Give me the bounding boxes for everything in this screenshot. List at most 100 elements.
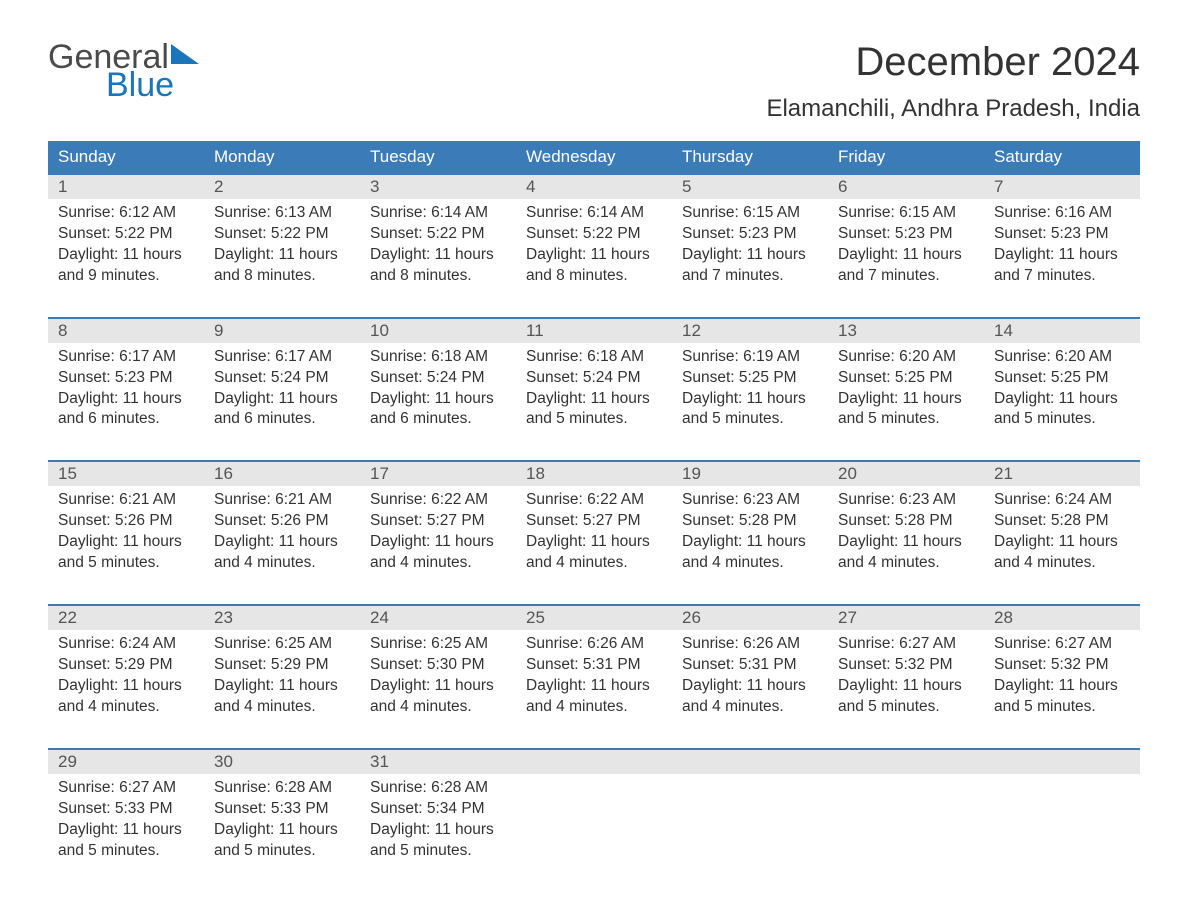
header: General Blue December 2024 Elamanchili, … [48, 40, 1140, 123]
day-cell: Sunrise: 6:22 AMSunset: 5:27 PMDaylight:… [516, 486, 672, 580]
d1-text: Daylight: 11 hours [214, 389, 350, 410]
d2-text: and 5 minutes. [526, 409, 662, 430]
d2-text: and 5 minutes. [214, 841, 350, 862]
day-number: 17 [360, 462, 516, 486]
d2-text: and 8 minutes. [214, 266, 350, 287]
sunset-text: Sunset: 5:24 PM [214, 368, 350, 389]
day-number: 11 [516, 319, 672, 343]
sunset-text: Sunset: 5:22 PM [58, 224, 194, 245]
day-cell: Sunrise: 6:21 AMSunset: 5:26 PMDaylight:… [48, 486, 204, 580]
d1-text: Daylight: 11 hours [994, 676, 1130, 697]
day-number: 21 [984, 462, 1140, 486]
sunset-text: Sunset: 5:23 PM [994, 224, 1130, 245]
day-cell: Sunrise: 6:20 AMSunset: 5:25 PMDaylight:… [984, 343, 1140, 437]
sunset-text: Sunset: 5:25 PM [838, 368, 974, 389]
d1-text: Daylight: 11 hours [682, 532, 818, 553]
sunset-text: Sunset: 5:23 PM [58, 368, 194, 389]
weekday-label: Tuesday [360, 141, 516, 173]
day-cell: Sunrise: 6:15 AMSunset: 5:23 PMDaylight:… [828, 199, 984, 293]
sunset-text: Sunset: 5:30 PM [370, 655, 506, 676]
d1-text: Daylight: 11 hours [526, 532, 662, 553]
day-cell: Sunrise: 6:25 AMSunset: 5:29 PMDaylight:… [204, 630, 360, 724]
calendar-week: 891011121314Sunrise: 6:17 AMSunset: 5:23… [48, 317, 1140, 437]
d1-text: Daylight: 11 hours [526, 676, 662, 697]
sunrise-text: Sunrise: 6:27 AM [994, 634, 1130, 655]
sunrise-text: Sunrise: 6:27 AM [58, 778, 194, 799]
d2-text: and 5 minutes. [370, 841, 506, 862]
sunset-text: Sunset: 5:23 PM [838, 224, 974, 245]
day-cell [672, 774, 828, 868]
brand-logo: General Blue [48, 40, 199, 102]
day-number [828, 750, 984, 774]
d1-text: Daylight: 11 hours [58, 532, 194, 553]
day-cell: Sunrise: 6:28 AMSunset: 5:34 PMDaylight:… [360, 774, 516, 868]
d1-text: Daylight: 11 hours [58, 676, 194, 697]
sunset-text: Sunset: 5:25 PM [994, 368, 1130, 389]
d2-text: and 4 minutes. [994, 553, 1130, 574]
d2-text: and 5 minutes. [58, 553, 194, 574]
day-cell: Sunrise: 6:17 AMSunset: 5:23 PMDaylight:… [48, 343, 204, 437]
day-cell: Sunrise: 6:18 AMSunset: 5:24 PMDaylight:… [516, 343, 672, 437]
sunrise-text: Sunrise: 6:21 AM [214, 490, 350, 511]
day-number: 3 [360, 175, 516, 199]
day-cell [828, 774, 984, 868]
d2-text: and 4 minutes. [214, 553, 350, 574]
day-cell: Sunrise: 6:24 AMSunset: 5:29 PMDaylight:… [48, 630, 204, 724]
d2-text: and 4 minutes. [526, 553, 662, 574]
weekday-label: Monday [204, 141, 360, 173]
d1-text: Daylight: 11 hours [682, 676, 818, 697]
day-cell: Sunrise: 6:12 AMSunset: 5:22 PMDaylight:… [48, 199, 204, 293]
day-number: 31 [360, 750, 516, 774]
sunrise-text: Sunrise: 6:15 AM [682, 203, 818, 224]
d1-text: Daylight: 11 hours [526, 389, 662, 410]
d2-text: and 8 minutes. [370, 266, 506, 287]
sunrise-text: Sunrise: 6:28 AM [370, 778, 506, 799]
day-number [672, 750, 828, 774]
d1-text: Daylight: 11 hours [838, 389, 974, 410]
day-number: 13 [828, 319, 984, 343]
calendar-week: 293031Sunrise: 6:27 AMSunset: 5:33 PMDay… [48, 748, 1140, 868]
sunset-text: Sunset: 5:33 PM [58, 799, 194, 820]
weekday-label: Saturday [984, 141, 1140, 173]
d1-text: Daylight: 11 hours [370, 820, 506, 841]
sunset-text: Sunset: 5:29 PM [214, 655, 350, 676]
d1-text: Daylight: 11 hours [370, 389, 506, 410]
sunset-text: Sunset: 5:22 PM [370, 224, 506, 245]
logo-word2: Blue [106, 68, 199, 102]
day-number: 20 [828, 462, 984, 486]
d1-text: Daylight: 11 hours [370, 532, 506, 553]
weekday-label: Friday [828, 141, 984, 173]
sunrise-text: Sunrise: 6:28 AM [214, 778, 350, 799]
d2-text: and 4 minutes. [682, 697, 818, 718]
day-number-row: 891011121314 [48, 319, 1140, 343]
day-number: 19 [672, 462, 828, 486]
d2-text: and 4 minutes. [682, 553, 818, 574]
day-number: 2 [204, 175, 360, 199]
day-number [516, 750, 672, 774]
d1-text: Daylight: 11 hours [58, 820, 194, 841]
d2-text: and 9 minutes. [58, 266, 194, 287]
d2-text: and 7 minutes. [994, 266, 1130, 287]
day-cell: Sunrise: 6:27 AMSunset: 5:32 PMDaylight:… [828, 630, 984, 724]
calendar-week: 22232425262728Sunrise: 6:24 AMSunset: 5:… [48, 604, 1140, 724]
d1-text: Daylight: 11 hours [214, 676, 350, 697]
d2-text: and 8 minutes. [526, 266, 662, 287]
sunrise-text: Sunrise: 6:17 AM [214, 347, 350, 368]
d2-text: and 4 minutes. [214, 697, 350, 718]
day-number: 22 [48, 606, 204, 630]
calendar-week: 1234567Sunrise: 6:12 AMSunset: 5:22 PMDa… [48, 173, 1140, 293]
d1-text: Daylight: 11 hours [58, 389, 194, 410]
d2-text: and 5 minutes. [58, 841, 194, 862]
d2-text: and 4 minutes. [370, 697, 506, 718]
day-cell: Sunrise: 6:14 AMSunset: 5:22 PMDaylight:… [516, 199, 672, 293]
sunrise-text: Sunrise: 6:25 AM [370, 634, 506, 655]
sunrise-text: Sunrise: 6:16 AM [994, 203, 1130, 224]
sunset-text: Sunset: 5:28 PM [994, 511, 1130, 532]
d2-text: and 5 minutes. [838, 409, 974, 430]
sunset-text: Sunset: 5:25 PM [682, 368, 818, 389]
day-number: 12 [672, 319, 828, 343]
sunrise-text: Sunrise: 6:14 AM [370, 203, 506, 224]
day-number: 15 [48, 462, 204, 486]
d2-text: and 4 minutes. [58, 697, 194, 718]
sunset-text: Sunset: 5:32 PM [838, 655, 974, 676]
